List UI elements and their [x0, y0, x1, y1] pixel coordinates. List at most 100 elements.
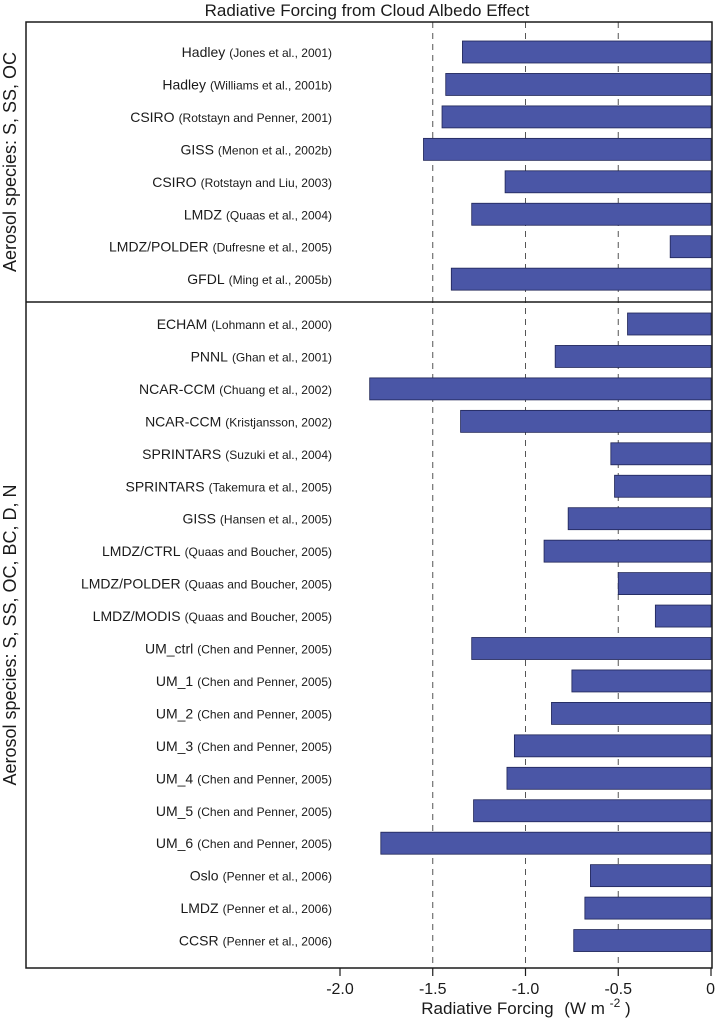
- bar-label: NCAR-CCM (Kristjansson, 2002): [145, 413, 332, 429]
- bar-reference: (Ghan et al., 2001): [232, 350, 332, 364]
- bar-label: UM_ctrl (Chen and Penner, 2005): [145, 641, 332, 657]
- bar: [617, 572, 712, 595]
- bar: [669, 235, 712, 259]
- bar-reference: (Quaas and Boucher, 2005): [185, 578, 332, 592]
- bar: [460, 409, 712, 433]
- bar-reference: (Chuang et al., 2002): [219, 383, 332, 397]
- bar-reference: (Chen and Penner, 2005): [197, 772, 332, 786]
- bar-reference: (Chen and Penner, 2005): [197, 805, 332, 819]
- bar-model-name: CSIRO: [152, 174, 196, 190]
- bar-label: UM_2 (Chen and Penner, 2005): [156, 705, 332, 721]
- bar-label: LMDZ/CTRL (Quaas and Boucher, 2005): [102, 543, 332, 559]
- bar: [573, 929, 712, 952]
- bar-label: UM_4 (Chen and Penner, 2005): [156, 770, 332, 786]
- bar-model-name: Hadley: [162, 76, 206, 92]
- bar-label: LMDZ/MODIS (Quaas and Boucher, 2005): [93, 608, 332, 624]
- bar-model-name: GISS: [182, 511, 215, 527]
- x-tick-label: 0: [706, 981, 715, 998]
- bar-reference: (Rotstayn and Liu, 2003): [201, 176, 332, 190]
- bar-model-name: UM_1: [156, 673, 194, 689]
- bar-model-name: LMDZ: [184, 206, 223, 222]
- bar: [654, 604, 712, 628]
- x-tick-label: -2.0: [326, 981, 354, 998]
- x-axis-unit-close: ): [625, 999, 631, 1018]
- bar-label: Hadley (Jones et al., 2001): [182, 44, 332, 60]
- bar: [513, 734, 712, 758]
- bar-model-name: UM_6: [156, 835, 194, 851]
- bar-label: LMDZ (Quaas et al., 2004): [184, 206, 332, 222]
- plot-frame: Aerosol species: S, SS, OC Aerosol specie…: [0, 21, 713, 969]
- bar: [567, 507, 712, 531]
- bar: [473, 799, 712, 823]
- bar: [584, 896, 712, 920]
- bar-reference: (Chen and Penner, 2005): [197, 740, 332, 754]
- plot-border: [25, 21, 713, 969]
- bar-label: UM_6 (Chen and Penner, 2005): [156, 835, 332, 851]
- bar-label: LMDZ/POLDER (Dufresne et al., 2005): [109, 239, 332, 255]
- gridlines: [432, 22, 619, 968]
- bar-model-name: UM_5: [156, 803, 194, 819]
- bar-reference: (Menon et al., 2002b): [218, 143, 332, 157]
- bar-model-name: PNNL: [191, 348, 229, 364]
- bar-reference: (Kristjansson, 2002): [225, 415, 332, 429]
- bar-model-name: CSIRO: [130, 109, 174, 125]
- bar-model-name: SPRINTARS: [142, 446, 221, 462]
- bar-label: CCSR (Penner et al., 2006): [179, 933, 332, 949]
- bar: [369, 377, 712, 401]
- bar-reference: (Quaas et al., 2004): [226, 208, 332, 222]
- bar: [627, 312, 712, 336]
- bar-reference: (Williams et al., 2001b): [210, 78, 332, 92]
- bar-label: CSIRO (Rotstayn and Liu, 2003): [152, 174, 332, 190]
- bar: [445, 73, 712, 96]
- bar: [614, 474, 712, 498]
- bar-model-name: UM_2: [156, 705, 194, 721]
- bar-label: LMDZ/POLDER (Quaas and Boucher, 2005): [81, 576, 332, 592]
- bar-reference: (Quaas and Boucher, 2005): [185, 610, 332, 624]
- bar: [571, 669, 712, 693]
- bar: [441, 105, 712, 129]
- bar-reference: (Penner et al., 2006): [223, 870, 332, 884]
- bar-model-name: LMDZ: [180, 900, 219, 916]
- bar-reference: (Rotstayn and Penner, 2001): [179, 111, 332, 125]
- bar: [506, 766, 712, 790]
- bar-reference: (Chen and Penner, 2005): [197, 675, 332, 689]
- bar-label: Hadley (Williams et al., 2001b): [162, 76, 332, 92]
- bar-label: GFDL (Ming et al., 2005b): [187, 271, 332, 287]
- bar-label: ECHAM (Lohmann et al., 2000): [157, 316, 332, 332]
- bar-model-name: Hadley: [182, 44, 226, 60]
- bar: [590, 864, 712, 888]
- bar-reference: (Quaas and Boucher, 2005): [185, 545, 332, 559]
- x-axis-ticks: -2.0 -1.5 -1.0 -0.5 0: [326, 968, 715, 998]
- bar-label: LMDZ (Penner et al., 2006): [180, 900, 332, 916]
- bar-model-name: LMDZ/POLDER: [81, 576, 181, 592]
- x-tick-label: -0.5: [604, 981, 632, 998]
- chart-title: Radiative Forcing from Cloud Albedo Effe…: [205, 1, 530, 20]
- bar: [380, 831, 712, 855]
- x-axis-unit-base: (W m: [564, 999, 605, 1018]
- bar: [554, 345, 712, 368]
- bar-label: SPRINTARS (Takemura et al., 2005): [126, 478, 333, 494]
- bar-reference: (Hansen et al., 2005): [220, 513, 332, 527]
- bar-reference: (Dufresne et al., 2005): [213, 241, 332, 255]
- bar-labels: Hadley (Jones et al., 2001)Hadley (William…: [81, 44, 332, 949]
- bar-label: Oslo (Penner et al., 2006): [190, 868, 332, 884]
- bar-label: PNNL (Ghan et al., 2001): [191, 348, 332, 364]
- bar: [543, 539, 712, 563]
- bar: [423, 137, 712, 161]
- bar-reference: (Jones et al., 2001): [229, 46, 332, 60]
- bar-model-name: LMDZ/POLDER: [109, 239, 209, 255]
- group-label: Aerosol species: S, SS, OC, BC, D, N: [0, 484, 20, 785]
- bar-reference: (Chen and Penner, 2005): [197, 707, 332, 721]
- bar-model-name: CCSR: [179, 933, 219, 949]
- bar-reference: (Suzuki et al., 2004): [225, 448, 332, 462]
- x-tick-label: -1.5: [419, 981, 447, 998]
- bar-reference: (Penner et al., 2006): [223, 935, 332, 949]
- bar: [504, 170, 712, 194]
- bar-model-name: UM_4: [156, 770, 194, 786]
- bar-label: NCAR-CCM (Chuang et al., 2002): [139, 381, 332, 397]
- bar-model-name: LMDZ/MODIS: [93, 608, 181, 624]
- bar-reference: (Ming et al., 2005b): [229, 273, 332, 287]
- bar-model-name: UM_3: [156, 738, 194, 754]
- bar: [462, 40, 712, 64]
